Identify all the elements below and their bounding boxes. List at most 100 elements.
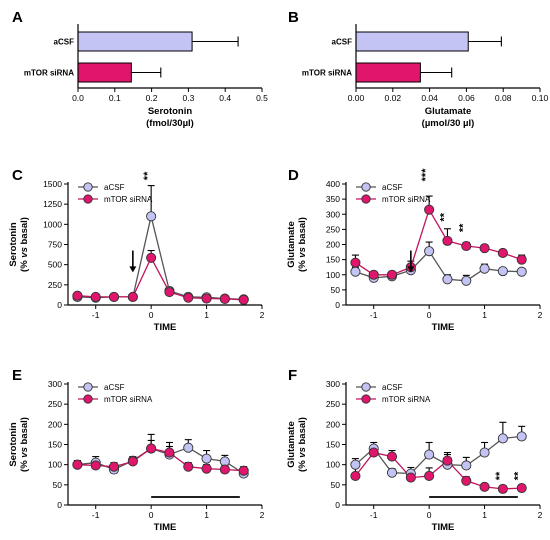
category-label: mTOR siRNA [302,69,352,78]
point-mtor-sirna [442,455,453,466]
y-tick-label: 350 [326,194,340,204]
y-axis-unit-italic: vs [297,447,308,458]
x-tick-label: 1 [482,310,487,320]
panel-C: C 0 250 500 750 1000 1250 1500 -1 0 1 2 TIME Serotoni… [8,167,265,333]
x-axis-unit: (fmol/30µl) [146,118,194,129]
y-tick-label: 100 [326,460,340,470]
y-tick-label: 250 [326,224,340,234]
panel-E: E 0 50 100 150 200 250 300 -1 0 1 2 TIME Serotonin (% … [8,367,265,533]
legend-marker-mtor-sirna [83,394,93,404]
y-axis-title: Glutamate [286,421,297,467]
y-tick-label: 150 [326,255,340,265]
panel-F: F 0 50 100 150 200 250 300 -1 0 1 2 TIME Glutamate (% … [286,367,543,533]
y-axis-unit-part: (% [297,258,308,272]
point-acsf [479,447,490,458]
y-axis-unit: (% vs basal) [297,417,308,472]
series-line-acsf [355,250,522,282]
x-tick-label: 0.4 [219,93,231,103]
point-mtor-sirna [350,470,361,482]
point-acsf [350,459,361,470]
significance-stars: ** [513,471,525,480]
point-mtor-sirna [201,463,212,474]
point-acsf [442,274,453,285]
point-mtor-sirna [424,204,435,215]
y-tick-label: 100 [326,270,340,280]
x-tick-label: 0.2 [146,93,158,103]
panel-letter: B [288,9,299,26]
x-axis-title: Serotonin [148,106,193,117]
x-tick-label: 1 [204,310,209,320]
legend-marker-acsf [83,382,93,392]
point-acsf [461,460,472,471]
y-axis-unit: (% vs basal) [297,217,308,272]
point-mtor-sirna [424,470,435,482]
y-axis-unit-part: (% [19,458,30,472]
y-tick-label: 300 [48,379,62,389]
y-axis-unit-part: basal) [19,417,30,447]
x-tick-label: 0 [149,510,154,520]
y-tick-label: 250 [326,399,340,409]
y-axis-unit-italic: vs [297,247,308,258]
y-axis-unit-part: (% [297,458,308,472]
point-mtor-sirna [90,291,101,302]
x-tick-label: 1 [204,510,209,520]
x-tick-label: 0.0 [72,93,84,103]
series-line-mtor-sirna [355,208,522,276]
legend-marker-mtor-sirna [83,194,93,204]
bar-mtor-sirna [355,62,421,83]
point-mtor-sirna [368,447,379,458]
point-mtor-sirna [146,252,157,263]
x-tick-label: -1 [370,510,378,520]
point-mtor-sirna [201,293,212,304]
legend-marker-acsf [361,382,371,392]
point-mtor-sirna [516,254,527,265]
panel-D: D 0 50 100 150 200 250 300 350 400 -1 0 1 2 TIME Glutam… [286,167,543,333]
y-tick-label: 1000 [43,219,62,229]
point-mtor-sirna [183,292,194,303]
point-acsf [386,467,398,478]
x-tick-label: 0.06 [458,93,475,103]
point-acsf [461,275,472,286]
category-label: mTOR siRNA [24,69,74,78]
y-tick-label: 200 [326,419,340,429]
legend-marker-mtor-sirna [361,394,371,404]
x-axis-title: Glutamate [425,106,471,117]
x-tick-label: 0.08 [495,93,512,103]
point-mtor-sirna [497,247,508,259]
y-tick-label: 200 [326,240,340,250]
series-line-mtor-sirna [77,447,244,472]
x-tick-label: 0.5 [256,93,268,103]
y-tick-label: 400 [326,179,340,189]
series-line-mtor-sirna [77,256,244,301]
y-tick-label: 150 [48,440,62,450]
point-mtor-sirna [479,481,490,492]
x-axis-title: TIME [154,322,177,333]
x-tick-label: 0.02 [385,93,402,103]
x-tick-label: 0.10 [532,93,549,103]
point-mtor-sirna [90,460,101,471]
panel-letter: C [12,167,23,184]
point-mtor-sirna [405,472,416,483]
infusion-arrow-head [407,266,415,273]
bar-acsf [77,31,193,52]
panel-letter: A [12,9,23,26]
y-axis-unit: (% vs basal) [19,217,30,272]
y-axis-title: Glutamate [286,221,297,267]
legend-marker-acsf [361,182,371,192]
point-mtor-sirna [127,291,138,302]
bar-mtor-sirna [77,62,132,83]
point-acsf [201,453,212,464]
significance-stars: *** [420,168,432,182]
y-axis-title: Serotonin [8,222,19,267]
point-acsf [516,431,527,442]
point-mtor-sirna [368,269,379,280]
point-acsf [516,266,527,277]
bar-acsf [355,31,469,52]
y-axis-unit-italic: vs [19,247,30,258]
series-line-acsf [77,216,244,301]
y-axis-unit: (% vs basal) [19,417,30,472]
y-tick-label: 50 [331,480,341,490]
y-tick-label: 250 [48,280,62,290]
